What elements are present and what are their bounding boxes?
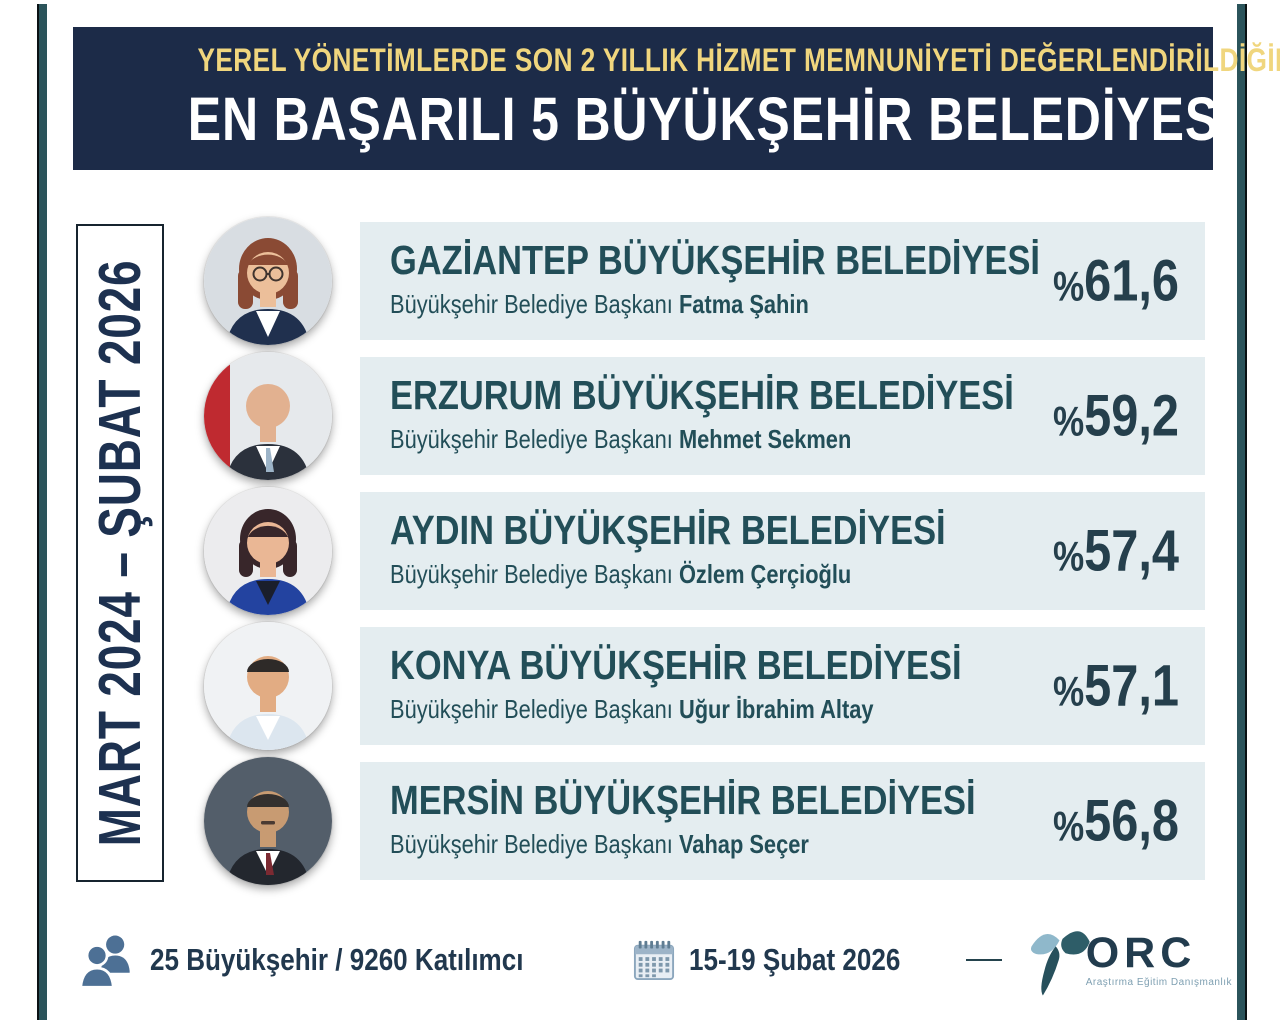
ranking-row: MERSİN BÜYÜKŞEHİR BELEDİYESİ Büyükşehir … xyxy=(0,757,1280,890)
municipality-panel: AYDIN BÜYÜKŞEHİR BELEDİYESİ Büyükşehir B… xyxy=(360,492,1205,610)
mayor-title: Büyükşehir Belediye Başkanı xyxy=(390,424,673,455)
municipality-name: MERSİN BÜYÜKŞEHİR BELEDİYESİ xyxy=(390,777,976,823)
period-box: MART 2024 – ŞUBAT 2026 xyxy=(76,224,164,882)
satisfaction-value: %61,6 xyxy=(1029,248,1179,315)
mayor-avatar-graphic xyxy=(204,352,332,480)
municipality-panel: MERSİN BÜYÜKŞEHİR BELEDİYESİ Büyükşehir … xyxy=(360,762,1205,880)
right-border-bar xyxy=(1237,4,1247,1020)
satisfaction-value: %59,2 xyxy=(1029,383,1179,450)
percent-sign: % xyxy=(1052,667,1085,715)
orc-logo-mark xyxy=(1030,931,1090,996)
mayor-photo xyxy=(204,622,332,750)
mayor-line: Büyükşehir Belediye Başkanı Uğur İbrahim… xyxy=(390,694,874,725)
participants-count: 25 Büyükşehir / 9260 Katılımcı xyxy=(150,942,524,977)
municipality-panel: ERZURUM BÜYÜKŞEHİR BELEDİYESİ Büyükşehir… xyxy=(360,357,1205,475)
ranking-row: ERZURUM BÜYÜKŞEHİR BELEDİYESİ Büyükşehir… xyxy=(0,352,1280,485)
orc-tagline: Araştırma Eğitim Danışmanlık xyxy=(1085,977,1232,988)
municipality-name: AYDIN BÜYÜKŞEHİR BELEDİYESİ xyxy=(390,507,946,553)
percent-sign: % xyxy=(1052,802,1085,850)
mayor-line: Büyükşehir Belediye Başkanı Mehmet Sekme… xyxy=(390,424,851,455)
mayor-line: Büyükşehir Belediye Başkanı Özlem Çerçio… xyxy=(390,559,851,590)
percent-number: 61,6 xyxy=(1084,248,1179,314)
mayor-name: Mehmet Sekmen xyxy=(678,424,852,455)
mayor-photo xyxy=(204,352,332,480)
percent-number: 57,1 xyxy=(1084,653,1179,719)
percent-number: 57,4 xyxy=(1084,518,1179,584)
municipality-panel: KONYA BÜYÜKŞEHİR BELEDİYESİ Büyükşehir B… xyxy=(360,627,1205,745)
mayor-photo xyxy=(204,757,332,885)
fieldwork-dates: 15-19 Şubat 2026 xyxy=(688,942,900,977)
calendar-icon xyxy=(633,940,674,981)
mayor-avatar-graphic xyxy=(204,217,332,345)
participants-icon xyxy=(79,935,130,989)
municipality-name: GAZİANTEP BÜYÜKŞEHİR BELEDİYESİ xyxy=(390,237,1040,283)
mayor-line: Büyükşehir Belediye Başkanı Vahap Seçer xyxy=(390,829,809,860)
footer: 25 Büyükşehir / 9260 Katılımcı 15-19 Şub… xyxy=(78,912,1232,1008)
ranking-row: GAZİANTEP BÜYÜKŞEHİR BELEDİYESİ Büyükşeh… xyxy=(0,217,1280,350)
orc-wordmark: ORC xyxy=(1085,929,1197,977)
mayor-line: Büyükşehir Belediye Başkanı Fatma Şahin xyxy=(390,289,809,320)
percent-number: 56,8 xyxy=(1084,788,1179,854)
mayor-name: Fatma Şahin xyxy=(678,289,809,320)
ranking-row: AYDIN BÜYÜKŞEHİR BELEDİYESİ Büyükşehir B… xyxy=(0,487,1280,620)
municipality-panel: GAZİANTEP BÜYÜKŞEHİR BELEDİYESİ Büyükşeh… xyxy=(360,222,1205,340)
percent-sign: % xyxy=(1052,532,1085,580)
header-kicker-line: YEREL YÖNETİMLERDE SON 2 YILLIK HİZMET M… xyxy=(73,42,1280,79)
mayor-title: Büyükşehir Belediye Başkanı xyxy=(390,829,673,860)
footer-divider-line xyxy=(966,959,1002,961)
mayor-photo xyxy=(204,487,332,615)
page-title-line: EN BAŞARILI 5 BÜYÜKŞEHİR BELEDİYESİ xyxy=(73,84,1233,154)
percent-sign: % xyxy=(1052,397,1085,445)
percent-number: 59,2 xyxy=(1084,383,1179,449)
orc-logo: ORC Araştırma Eğitim Danışmanlık xyxy=(1024,921,1232,999)
mayor-name: Vahap Seçer xyxy=(678,829,809,860)
mayor-photo xyxy=(204,217,332,345)
mayor-title: Büyükşehir Belediye Başkanı xyxy=(390,694,673,725)
mayor-title: Büyükşehir Belediye Başkanı xyxy=(390,559,673,590)
ranking-row: KONYA BÜYÜKŞEHİR BELEDİYESİ Büyükşehir B… xyxy=(0,622,1280,755)
header-kicker: YEREL YÖNETİMLERDE SON 2 YILLIK HİZMET M… xyxy=(197,42,1280,78)
municipality-name: KONYA BÜYÜKŞEHİR BELEDİYESİ xyxy=(390,642,962,688)
left-border-bar xyxy=(37,4,47,1020)
header-banner: YEREL YÖNETİMLERDE SON 2 YILLIK HİZMET M… xyxy=(73,27,1280,170)
satisfaction-value: %57,4 xyxy=(1029,518,1179,585)
mayor-title: Büyükşehir Belediye Başkanı xyxy=(390,289,673,320)
satisfaction-value: %57,1 xyxy=(1029,653,1179,720)
satisfaction-value: %56,8 xyxy=(1029,788,1179,855)
mayor-avatar-graphic xyxy=(204,757,332,885)
mayor-name: Özlem Çerçioğlu xyxy=(678,559,852,590)
municipality-name: ERZURUM BÜYÜKŞEHİR BELEDİYESİ xyxy=(390,372,1014,418)
page-title: EN BAŞARILI 5 BÜYÜKŞEHİR BELEDİYESİ xyxy=(187,85,1234,153)
mayor-name: Uğur İbrahim Altay xyxy=(678,694,874,725)
mayor-avatar-graphic xyxy=(204,622,332,750)
percent-sign: % xyxy=(1052,262,1085,310)
mayor-avatar-graphic xyxy=(204,487,332,615)
